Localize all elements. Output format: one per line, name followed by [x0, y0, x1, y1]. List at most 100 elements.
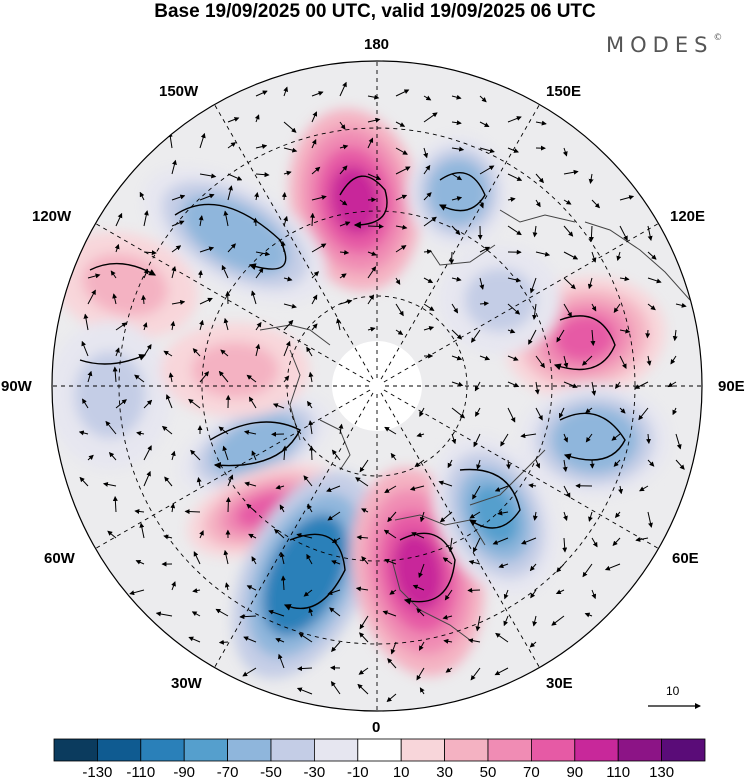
wind-vector — [283, 340, 291, 357]
wind-vector — [227, 117, 240, 123]
meridian-240 — [95, 223, 371, 383]
wind-vector — [384, 485, 397, 494]
wind-vector — [223, 210, 229, 227]
wind-vector — [311, 294, 318, 305]
wind-vector — [164, 476, 173, 487]
wind-vector — [82, 398, 89, 409]
wind-vector — [451, 407, 466, 419]
wind-vector — [507, 407, 516, 423]
wind-vector — [585, 433, 593, 443]
wind-vector — [355, 477, 369, 487]
wind-vector — [246, 374, 257, 383]
wind-vector — [535, 173, 544, 184]
wind-vector — [386, 693, 397, 703]
wind-vector — [535, 251, 551, 257]
wind-vector — [78, 430, 89, 436]
wind-vector — [563, 355, 569, 369]
wind-vector — [535, 407, 543, 421]
wind-vector — [675, 433, 682, 450]
wind-vector — [311, 91, 324, 97]
wind-vector — [283, 170, 292, 176]
wind-vector — [479, 246, 491, 253]
wind-vector — [87, 370, 93, 383]
wind-vector — [190, 449, 201, 461]
wind-vector — [303, 589, 313, 597]
wind-vector — [563, 277, 576, 290]
wind-vector — [87, 289, 96, 305]
wind-vector — [507, 197, 516, 202]
anomaly-neg-canada-east — [87, 366, 133, 424]
colorbar-tick-label: -130 — [82, 764, 113, 781]
colorbar-tick-label: -90 — [173, 764, 196, 781]
wind-vector — [562, 147, 568, 157]
wind-vector — [188, 398, 201, 409]
lon-label-0: 0 — [372, 719, 381, 736]
wind-vector — [143, 250, 157, 256]
wind-vector — [329, 607, 341, 617]
wind-vector — [556, 563, 565, 573]
wind-vector — [451, 173, 463, 181]
flow-canada — [79, 354, 147, 365]
wind-vector — [563, 303, 572, 318]
wind-vector — [255, 321, 262, 331]
wind-vector — [591, 303, 597, 312]
wind-vector — [443, 638, 453, 644]
wind-vector — [507, 355, 519, 361]
wind-vector — [311, 243, 327, 253]
wind-vector — [416, 667, 425, 681]
wind-vector — [535, 199, 541, 208]
colorbar-tick-label: 110 — [606, 764, 631, 781]
wind-vector — [134, 508, 145, 514]
wind-vector — [588, 511, 593, 522]
wind-vector — [423, 95, 432, 101]
wind-vector — [416, 608, 425, 617]
wind-vector — [358, 667, 369, 675]
wind-vector — [306, 553, 313, 565]
wind-vector — [199, 319, 204, 331]
wind-vector — [227, 185, 233, 201]
wind-vector — [528, 483, 537, 489]
wind-vector — [445, 667, 453, 673]
wind-vector — [255, 144, 268, 149]
wind-vector — [563, 485, 571, 499]
wind-vector — [563, 169, 579, 175]
wind-vector — [667, 381, 677, 388]
wind-vector — [563, 225, 574, 237]
wind-vector — [338, 423, 344, 435]
wind-vector — [556, 329, 565, 343]
anomaly-pos-central-siberia — [554, 314, 616, 362]
wind-vector — [168, 372, 174, 383]
coastline-canada — [289, 349, 301, 441]
coastline-scandinavia — [394, 514, 486, 546]
meridian-120 — [383, 223, 659, 383]
wind-vector — [395, 121, 406, 127]
wind-vector — [143, 210, 149, 227]
wind-vector — [387, 511, 397, 523]
anomaly-neg-hudson — [226, 426, 284, 464]
colorbar-swatch — [227, 738, 272, 762]
colorbar-swatch — [400, 738, 446, 762]
wind-vector — [412, 584, 425, 591]
wind-vector — [367, 94, 380, 100]
wind-vector — [535, 459, 541, 469]
wind-vector — [451, 225, 461, 236]
wind-vector — [551, 615, 565, 626]
wind-vector — [115, 212, 123, 227]
wind-vector — [339, 121, 346, 130]
wind-vector — [244, 481, 257, 487]
wind-vector — [367, 266, 377, 279]
colorbar-swatch — [97, 738, 142, 762]
wind-vector — [143, 445, 152, 461]
wind-vector — [670, 355, 677, 365]
wind-vector — [251, 556, 257, 565]
wind-vector — [507, 173, 523, 181]
wind-vector — [647, 303, 656, 311]
colorbar-tick-label: -50 — [260, 764, 282, 781]
wind-vector — [355, 586, 369, 592]
wind-vector — [199, 132, 206, 149]
wind-vector — [171, 194, 186, 201]
wind-vector — [296, 687, 313, 695]
wind-vector — [507, 303, 521, 315]
wind-vector — [278, 653, 285, 669]
